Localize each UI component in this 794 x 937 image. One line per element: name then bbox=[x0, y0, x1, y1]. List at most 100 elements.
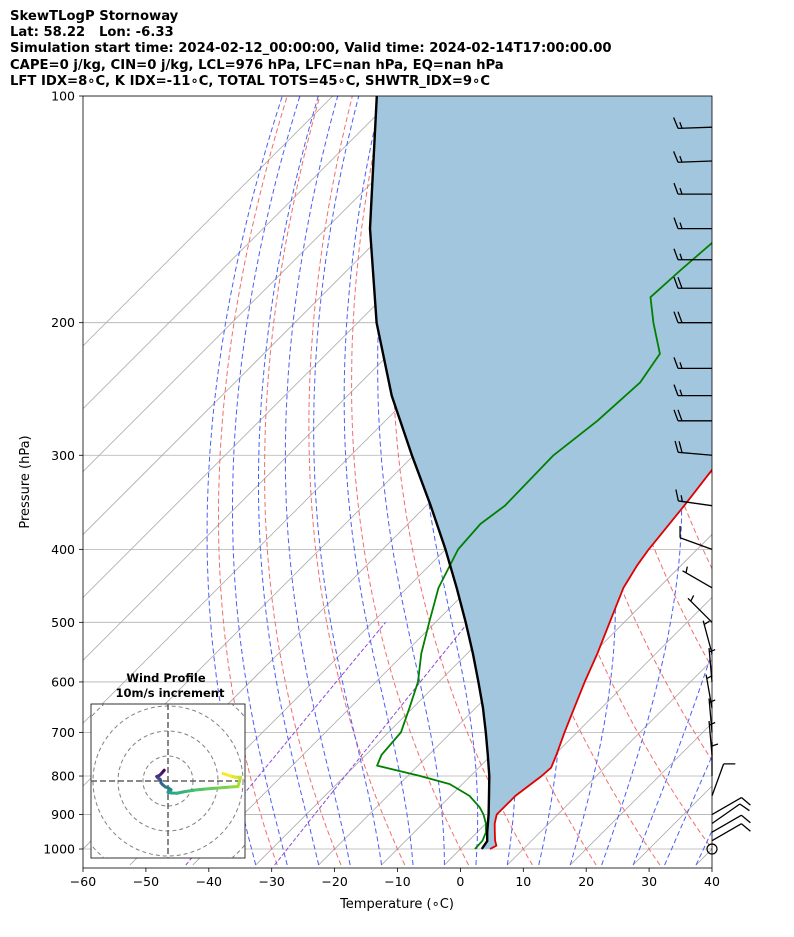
wind-barb bbox=[711, 796, 751, 816]
cape-indices: CAPE=0 j/kg, CIN=0 j/kg, LCL=976 hPa, LF… bbox=[10, 57, 504, 73]
x-tick-label: 0 bbox=[456, 874, 464, 889]
x-tick-label: −20 bbox=[321, 874, 347, 889]
x-tick-label: 20 bbox=[578, 874, 594, 889]
y-tick-label: 800 bbox=[51, 769, 75, 784]
moist-adiabat bbox=[664, 754, 712, 866]
wind-barb bbox=[711, 803, 750, 825]
wind-barbs bbox=[673, 117, 751, 855]
mixing-ratio-line bbox=[274, 621, 469, 866]
wind-barb bbox=[673, 151, 713, 163]
stability-indices: LFT IDX=8∘C, K IDX=-11∘C, TOTAL TOTS=45∘… bbox=[10, 73, 491, 89]
wind-barb bbox=[708, 720, 716, 755]
temperature-line bbox=[489, 468, 712, 850]
x-tick-label: −60 bbox=[70, 874, 96, 889]
isotherm bbox=[507, 659, 712, 866]
dry-adiabat bbox=[776, 96, 794, 865]
y-tick-label: 400 bbox=[51, 542, 75, 557]
x-tick-label: −40 bbox=[196, 874, 222, 889]
x-tick-label: 40 bbox=[704, 874, 720, 889]
y-axis: 100 200 300 400 500 600 700 800 900 1000 bbox=[43, 89, 83, 857]
hodograph-segment bbox=[194, 787, 207, 792]
y-tick-label: 600 bbox=[51, 674, 75, 689]
isotherm bbox=[83, 96, 334, 347]
y-tick-label: 500 bbox=[51, 615, 75, 630]
wind-barb bbox=[708, 648, 716, 683]
cin-shade bbox=[370, 96, 712, 849]
simulation-time: Simulation start time: 2024-02-12_00:00:… bbox=[10, 41, 612, 57]
profile-series bbox=[368, 96, 712, 850]
moist-adiabat bbox=[313, 96, 382, 866]
wind-barb bbox=[682, 566, 713, 589]
y-axis-label: Pressure (hPa) bbox=[18, 435, 33, 528]
x-tick-label: 10 bbox=[515, 874, 531, 889]
wind-barb bbox=[679, 526, 713, 550]
wind-barb bbox=[673, 276, 712, 289]
dry-adiabat bbox=[218, 96, 288, 866]
y-tick-label: 900 bbox=[51, 807, 75, 822]
hodograph: Wind Profile 10m/s increment bbox=[90, 671, 246, 859]
wind-barb bbox=[673, 248, 712, 261]
isotherm bbox=[83, 96, 396, 410]
y-tick-label: 100 bbox=[51, 89, 75, 104]
x-tick-label: −10 bbox=[384, 874, 410, 889]
dry-adiabat bbox=[743, 96, 794, 865]
wind-barb bbox=[711, 823, 751, 842]
isotherm bbox=[83, 96, 459, 473]
x-axis-label: Temperature (∘C) bbox=[339, 897, 454, 912]
wind-barb-calm bbox=[706, 843, 718, 855]
x-tick-label: −30 bbox=[259, 874, 285, 889]
wind-barb bbox=[673, 357, 712, 370]
moist-adiabat bbox=[232, 96, 301, 866]
wind-barb bbox=[711, 814, 751, 833]
moist-adiabat bbox=[343, 96, 414, 866]
dry-adiabat bbox=[351, 96, 470, 866]
wind-barb bbox=[673, 217, 712, 230]
title: SkewTLogP Stornoway bbox=[10, 9, 179, 24]
hodograph-subtitle: 10m/s increment bbox=[116, 686, 225, 700]
moist-adiabat bbox=[258, 96, 320, 866]
wind-barb bbox=[673, 384, 712, 397]
dry-adiabat bbox=[308, 96, 406, 866]
hodograph-plot bbox=[91, 704, 245, 858]
wind-barb bbox=[711, 742, 719, 777]
moist-adiabat bbox=[632, 651, 712, 866]
plot-area bbox=[83, 96, 794, 866]
hodograph-title: Wind Profile bbox=[126, 671, 206, 685]
isotherm bbox=[444, 596, 712, 866]
wind-barb bbox=[673, 409, 712, 422]
dry-adiabat bbox=[264, 96, 342, 866]
hodograph-segment bbox=[216, 785, 232, 790]
moist-adiabat bbox=[377, 96, 445, 865]
wind-barb bbox=[673, 182, 712, 195]
wind-barb bbox=[673, 117, 713, 130]
wind-barb bbox=[674, 440, 713, 456]
wind-barb bbox=[702, 620, 713, 654]
cape-cin-shading bbox=[370, 96, 712, 849]
location: Lat: 58.22 Lon: -6.33 bbox=[10, 25, 174, 41]
parcel-line bbox=[368, 96, 491, 850]
moist-adiabats bbox=[206, 96, 712, 866]
y-tick-label: 1000 bbox=[43, 842, 75, 857]
y-tick-label: 300 bbox=[51, 448, 75, 463]
x-tick-label: −50 bbox=[133, 874, 159, 889]
wind-barb bbox=[711, 763, 736, 797]
dry-adiabat bbox=[710, 96, 712, 121]
header: SkewTLogP Stornoway Lat: 58.22 Lon: -6.3… bbox=[10, 9, 612, 90]
moist-adiabat bbox=[206, 96, 283, 866]
x-axis: −60 −50 −40 −30 −20 −10 0 10 20 30 40 bbox=[70, 868, 720, 889]
hodograph-segment bbox=[204, 786, 220, 791]
y-tick-label: 200 bbox=[51, 315, 75, 330]
hodograph-segment bbox=[184, 788, 197, 793]
wind-barb bbox=[687, 595, 713, 623]
wind-barb bbox=[675, 489, 713, 507]
hodograph-segment bbox=[221, 772, 232, 778]
isotherm bbox=[569, 722, 712, 866]
y-tick-label: 700 bbox=[51, 725, 75, 740]
moist-adiabat bbox=[601, 96, 683, 866]
x-tick-label: 30 bbox=[641, 874, 657, 889]
dewpoint-line bbox=[376, 241, 712, 850]
wind-barb bbox=[673, 311, 712, 324]
hodograph-segment bbox=[236, 775, 242, 788]
moist-adiabat bbox=[284, 96, 351, 866]
